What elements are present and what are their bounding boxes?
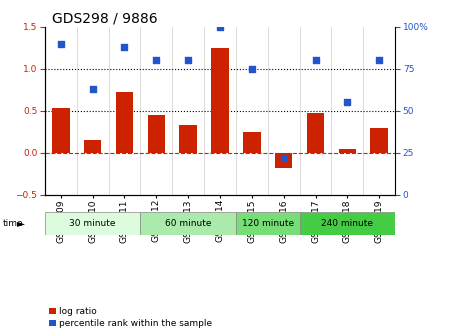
Point [216,24,224,30]
Point [248,66,255,72]
Bar [141,212,236,235]
Text: 120 minute: 120 minute [242,219,294,228]
Bar [45,212,141,235]
Text: 60 minute: 60 minute [165,219,211,228]
Bar [243,132,260,153]
Text: GDS298 / 9886: GDS298 / 9886 [52,12,158,26]
Bar [52,108,70,153]
Point [121,44,128,50]
Legend: log ratio, percentile rank within the sample: log ratio, percentile rank within the sa… [49,307,212,328]
Point [312,58,319,63]
Bar [370,128,388,153]
Text: time: time [2,219,23,228]
Point [344,100,351,105]
Bar [275,153,292,168]
Point [153,58,160,63]
Point [376,58,383,63]
Bar [236,212,299,235]
Point [185,58,192,63]
Point [89,86,96,92]
Text: 240 minute: 240 minute [321,219,374,228]
Text: ►: ► [17,218,25,228]
Bar [299,212,395,235]
Bar [84,140,101,153]
Bar [180,125,197,153]
Point [57,41,64,46]
Text: 30 minute: 30 minute [70,219,116,228]
Bar [339,149,356,153]
Bar [307,114,324,153]
Bar [211,48,229,153]
Point [280,155,287,161]
Bar [116,92,133,153]
Bar [148,115,165,153]
